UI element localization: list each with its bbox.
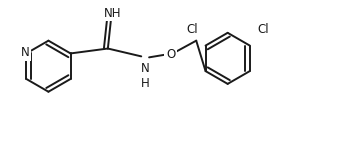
Text: NH: NH — [104, 7, 122, 20]
Text: O: O — [166, 48, 175, 61]
Text: N: N — [21, 46, 30, 59]
Text: N
H: N H — [141, 62, 150, 90]
Text: Cl: Cl — [186, 23, 198, 36]
Text: Cl: Cl — [258, 23, 269, 36]
